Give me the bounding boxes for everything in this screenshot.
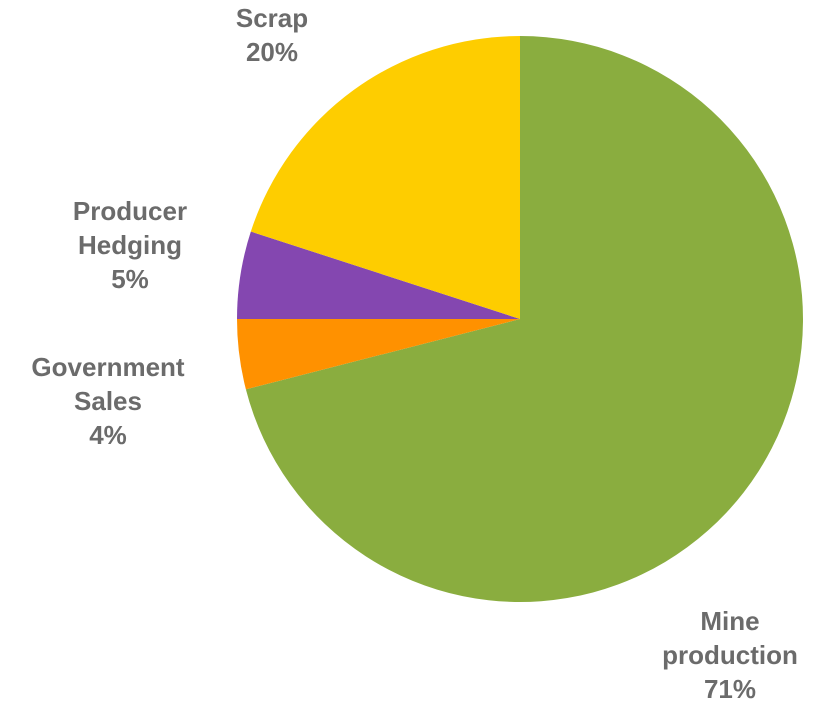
- slice-name-label: Hedging: [78, 230, 182, 260]
- slice-percent-label: 71%: [704, 674, 756, 704]
- slice-name-label: Sales: [74, 386, 142, 416]
- slice-label-mine-production: Mine production 71%: [662, 606, 798, 704]
- slice-label-producer-hedging: Producer Hedging 5%: [73, 196, 187, 294]
- slice-name-label: Scrap: [236, 3, 308, 33]
- pie-slice-government-sales: [237, 319, 520, 390]
- slice-label-scrap: Scrap 20%: [236, 3, 308, 67]
- pie-slices: [237, 36, 803, 602]
- slice-percent-label: 20%: [246, 37, 298, 67]
- slice-name-label: Government: [31, 352, 184, 382]
- pie-slice-producer-hedging: [237, 231, 520, 319]
- slice-label-government-sales: Government Sales 4%: [31, 352, 184, 450]
- pie-slice-scrap: [250, 36, 520, 319]
- slice-name-label: production: [662, 640, 798, 670]
- slice-labels: Mine production 71% Government Sales 4% Produc…: [31, 3, 797, 704]
- slice-percent-label: 4%: [89, 420, 127, 450]
- pie-slice-mine-production: [245, 36, 803, 602]
- slice-name-label: Producer: [73, 196, 187, 226]
- slice-percent-label: 5%: [111, 264, 149, 294]
- slice-name-label: Mine: [700, 606, 759, 636]
